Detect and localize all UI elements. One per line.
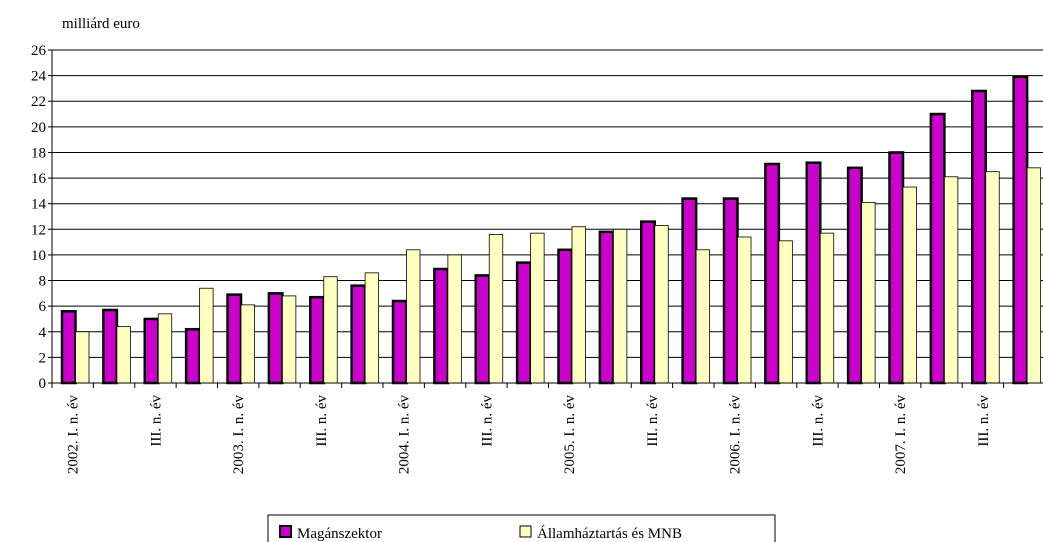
bar xyxy=(488,234,504,384)
x-tick-label: 2002. I. n. év xyxy=(66,395,82,475)
x-tick-label: 2006. I. n. év xyxy=(728,395,744,475)
x-tick-label: III. n. év xyxy=(976,395,992,447)
bar xyxy=(778,240,793,384)
bar xyxy=(1012,75,1029,385)
bar xyxy=(695,249,711,384)
bar xyxy=(640,220,656,385)
bar xyxy=(654,225,669,384)
y-tick-label: 10 xyxy=(31,248,46,264)
bar xyxy=(902,186,917,384)
legend-swatch xyxy=(519,525,532,538)
y-tick-label: 0 xyxy=(39,376,47,392)
bar xyxy=(1026,167,1042,384)
bar xyxy=(515,261,532,385)
bar xyxy=(60,310,77,385)
y-tick-label: 8 xyxy=(39,274,47,290)
x-tick-label: III. n. év xyxy=(479,395,495,447)
bar xyxy=(323,276,338,384)
bar xyxy=(240,304,255,384)
bar xyxy=(184,327,201,385)
y-tick-label: 6 xyxy=(39,299,47,315)
bar xyxy=(722,197,739,385)
bar xyxy=(116,326,131,384)
bar xyxy=(805,161,822,385)
bar xyxy=(929,112,946,385)
bar xyxy=(861,202,876,384)
bar xyxy=(281,295,297,384)
bar xyxy=(75,331,90,384)
bar xyxy=(157,313,173,384)
x-tick-label: III. n. év xyxy=(148,395,164,447)
bar xyxy=(406,249,421,384)
bar xyxy=(433,267,450,385)
bar xyxy=(447,254,462,384)
bar xyxy=(364,272,380,384)
y-tick-label: 20 xyxy=(31,120,46,136)
x-tick-label: 2005. I. n. év xyxy=(562,395,578,475)
y-axis-label: milliárd euro xyxy=(62,16,140,32)
bar xyxy=(985,171,1000,384)
bar xyxy=(350,284,367,385)
bar xyxy=(309,295,325,385)
y-tick-label: 22 xyxy=(31,94,46,110)
legend-label: Magánszektor xyxy=(297,526,382,542)
bar xyxy=(391,299,408,385)
bar xyxy=(971,89,987,385)
bar xyxy=(571,226,586,384)
bar xyxy=(888,151,905,385)
bar xyxy=(943,176,959,384)
bar xyxy=(598,230,615,385)
x-tick-label: III. n. év xyxy=(645,395,661,447)
y-tick-label: 2 xyxy=(39,350,47,366)
bar xyxy=(474,274,491,385)
bar xyxy=(737,236,752,384)
bar xyxy=(199,287,214,384)
bar xyxy=(226,293,243,385)
bar xyxy=(764,162,781,385)
y-tick-label: 24 xyxy=(31,69,47,85)
bar xyxy=(102,308,119,385)
bar xyxy=(819,232,835,384)
bar xyxy=(557,248,574,385)
x-tick-label: 2003. I. n. év xyxy=(231,395,247,475)
x-tick-label: 2007. I. n. év xyxy=(893,395,909,475)
bar xyxy=(143,317,160,385)
y-tick-label: 18 xyxy=(31,145,46,161)
legend: Magánszektor Államháztartás és MNB xyxy=(267,514,776,542)
bar xyxy=(846,166,863,385)
x-tick-label: III. n. év xyxy=(810,395,826,447)
bar xyxy=(612,228,628,384)
x-tick-label: 2004. I. n. év xyxy=(397,395,413,475)
x-tick-label: III. n. év xyxy=(314,395,330,447)
bar xyxy=(530,232,545,384)
y-tick-label: 12 xyxy=(31,222,46,238)
y-tick-label: 14 xyxy=(31,197,47,213)
bar xyxy=(267,292,284,385)
y-tick-label: 16 xyxy=(31,171,47,187)
y-tick-label: 4 xyxy=(39,325,47,341)
legend-swatch xyxy=(279,525,292,538)
y-tick-label: 26 xyxy=(31,43,47,59)
bar xyxy=(681,197,698,385)
legend-label: Államháztartás és MNB xyxy=(537,525,682,542)
